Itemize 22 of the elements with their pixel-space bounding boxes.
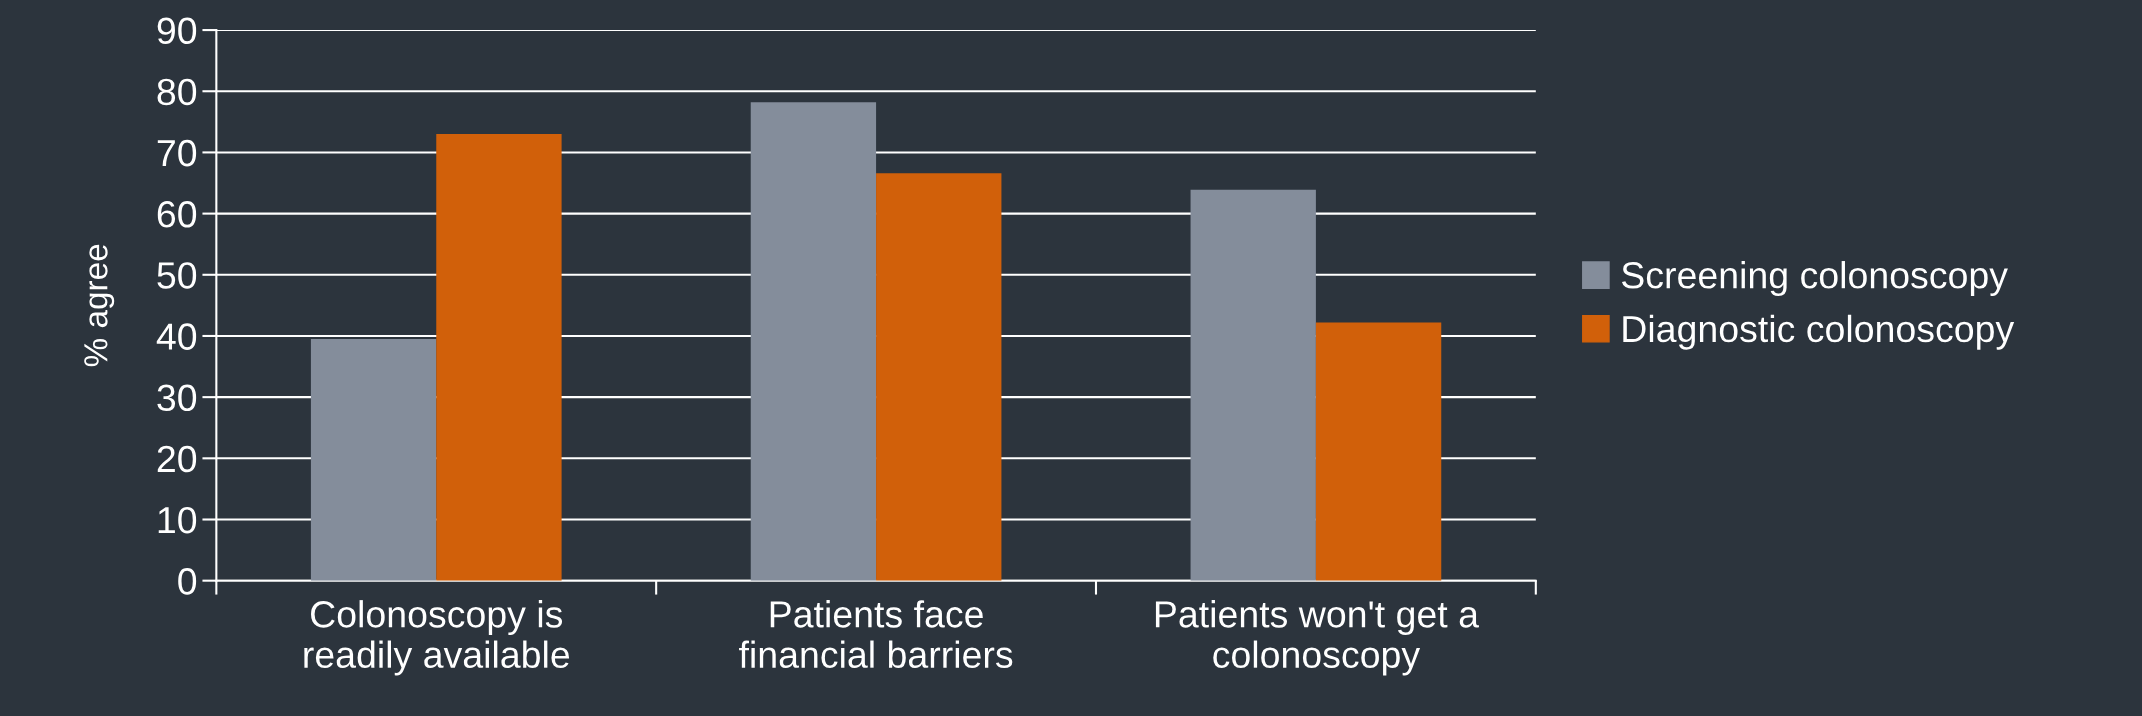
y-tick-label: 80 [157, 78, 197, 106]
y-tick-label: 70 [157, 139, 197, 167]
y-tick-label: 40 [156, 323, 197, 350]
y-tick-label: 0 [178, 568, 197, 595]
x-tick-label: Patients face financial barriers [739, 600, 1013, 669]
bar [876, 173, 1002, 581]
bar [310, 339, 437, 581]
bar [1315, 322, 1442, 581]
y-tick-label: 20 [157, 445, 197, 473]
x-tick-label: Colonoscopy is readily available [304, 600, 570, 676]
legend-label: Diagnostic colonoscopy [1623, 314, 2015, 350]
legend-label: Screening colonoscopy [1621, 261, 2008, 296]
y-tick-label: 10 [158, 506, 197, 534]
bar [1190, 189, 1316, 581]
y-axis-title: % agree [84, 244, 115, 367]
x-tick-label: Patients won't get a colonoscopy [1155, 600, 1479, 676]
y-tick-label: 60 [157, 201, 197, 228]
y-tick-label: 50 [157, 262, 197, 289]
y-tick-label: 90 [157, 17, 197, 45]
bar [436, 134, 562, 581]
bar [750, 102, 877, 581]
y-tick-label: 30 [157, 384, 197, 412]
